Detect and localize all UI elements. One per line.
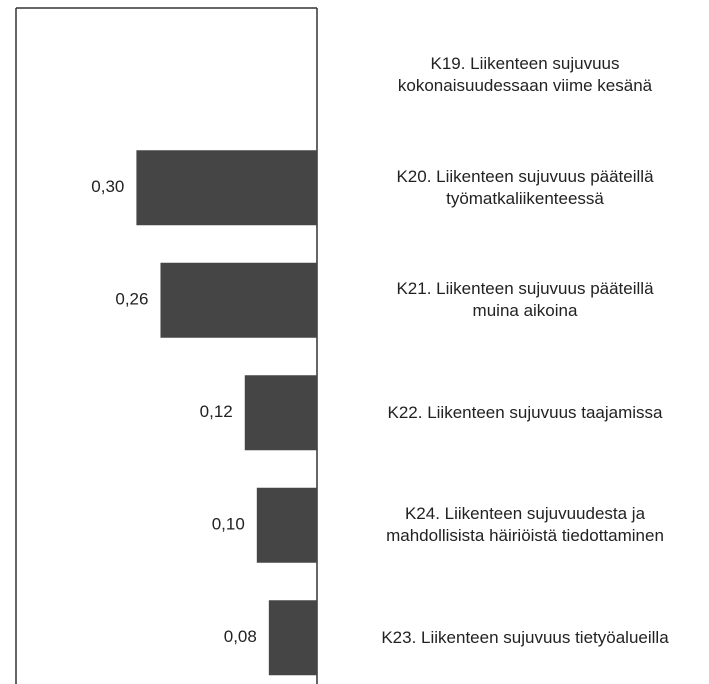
value-label: 0,12 — [200, 402, 233, 421]
value-label: 0,26 — [115, 290, 148, 309]
bar — [136, 150, 317, 226]
category-label: K20. Liikenteen sujuvuus pääteillä työma… — [396, 166, 654, 208]
category-label: K24. Liikenteen sujuvuudesta ja mahdolli… — [386, 504, 664, 546]
bar — [160, 262, 317, 338]
bar — [244, 375, 317, 451]
value-label: 0,30 — [91, 177, 124, 196]
category-label: K23. Liikenteen sujuvuus tietyöalueilla — [381, 627, 669, 647]
bar — [268, 600, 317, 676]
value-label: 0,10 — [212, 515, 245, 534]
category-label: K19. Liikenteen sujuvuus kokonaisuudessa… — [397, 54, 653, 96]
bar — [256, 487, 317, 563]
value-label: 0,08 — [224, 627, 257, 646]
category-label: K22. Liikenteen sujuvuus taajamissa — [387, 402, 663, 422]
category-label: K21. Liikenteen sujuvuus pääteillä muina… — [396, 279, 654, 321]
